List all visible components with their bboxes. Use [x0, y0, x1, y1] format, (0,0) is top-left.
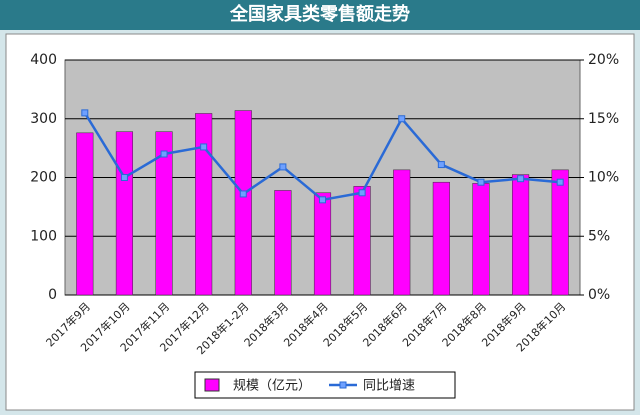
marker	[120, 174, 128, 181]
y-tick-label: 300	[30, 111, 57, 127]
legend	[194, 371, 456, 399]
bar	[551, 169, 569, 296]
marker	[160, 150, 168, 158]
y2-tick-label: 15%	[588, 111, 619, 127]
y2-tick-label: 5%	[588, 228, 610, 244]
bar	[195, 113, 213, 296]
marker	[398, 115, 406, 123]
marker	[477, 178, 485, 186]
chart-title: 全国家具类零售额走势	[229, 3, 410, 25]
y-tick-label: 200	[30, 170, 57, 186]
legend-swatch	[204, 378, 220, 392]
marker	[81, 109, 89, 117]
marker	[319, 196, 326, 204]
marker	[239, 190, 247, 198]
bar	[353, 186, 371, 296]
marker	[358, 189, 366, 197]
y-tick-label: 400	[30, 52, 57, 68]
bar	[234, 110, 252, 296]
bar	[512, 174, 530, 296]
title-band	[0, 0, 640, 30]
marker	[279, 163, 287, 171]
bar	[313, 192, 332, 296]
marker	[517, 175, 525, 183]
y2-tick-label: 10%	[588, 170, 619, 186]
marker	[437, 161, 445, 169]
legend-swatch	[339, 381, 347, 389]
bar	[115, 131, 133, 296]
legend-label: 同比增速	[363, 379, 415, 394]
bar	[155, 131, 173, 296]
bar	[76, 132, 94, 296]
marker	[200, 143, 208, 151]
y2-tick-label: 20%	[588, 52, 619, 68]
bar	[274, 190, 292, 296]
y-tick-label: 0	[48, 287, 57, 303]
y2-tick-label: 0%	[588, 287, 610, 303]
legend-label: 规模（亿元）	[233, 379, 311, 394]
marker	[556, 178, 564, 186]
bar	[393, 169, 411, 296]
bar	[472, 183, 490, 296]
bar	[432, 181, 450, 296]
y-tick-label: 100	[30, 228, 57, 244]
